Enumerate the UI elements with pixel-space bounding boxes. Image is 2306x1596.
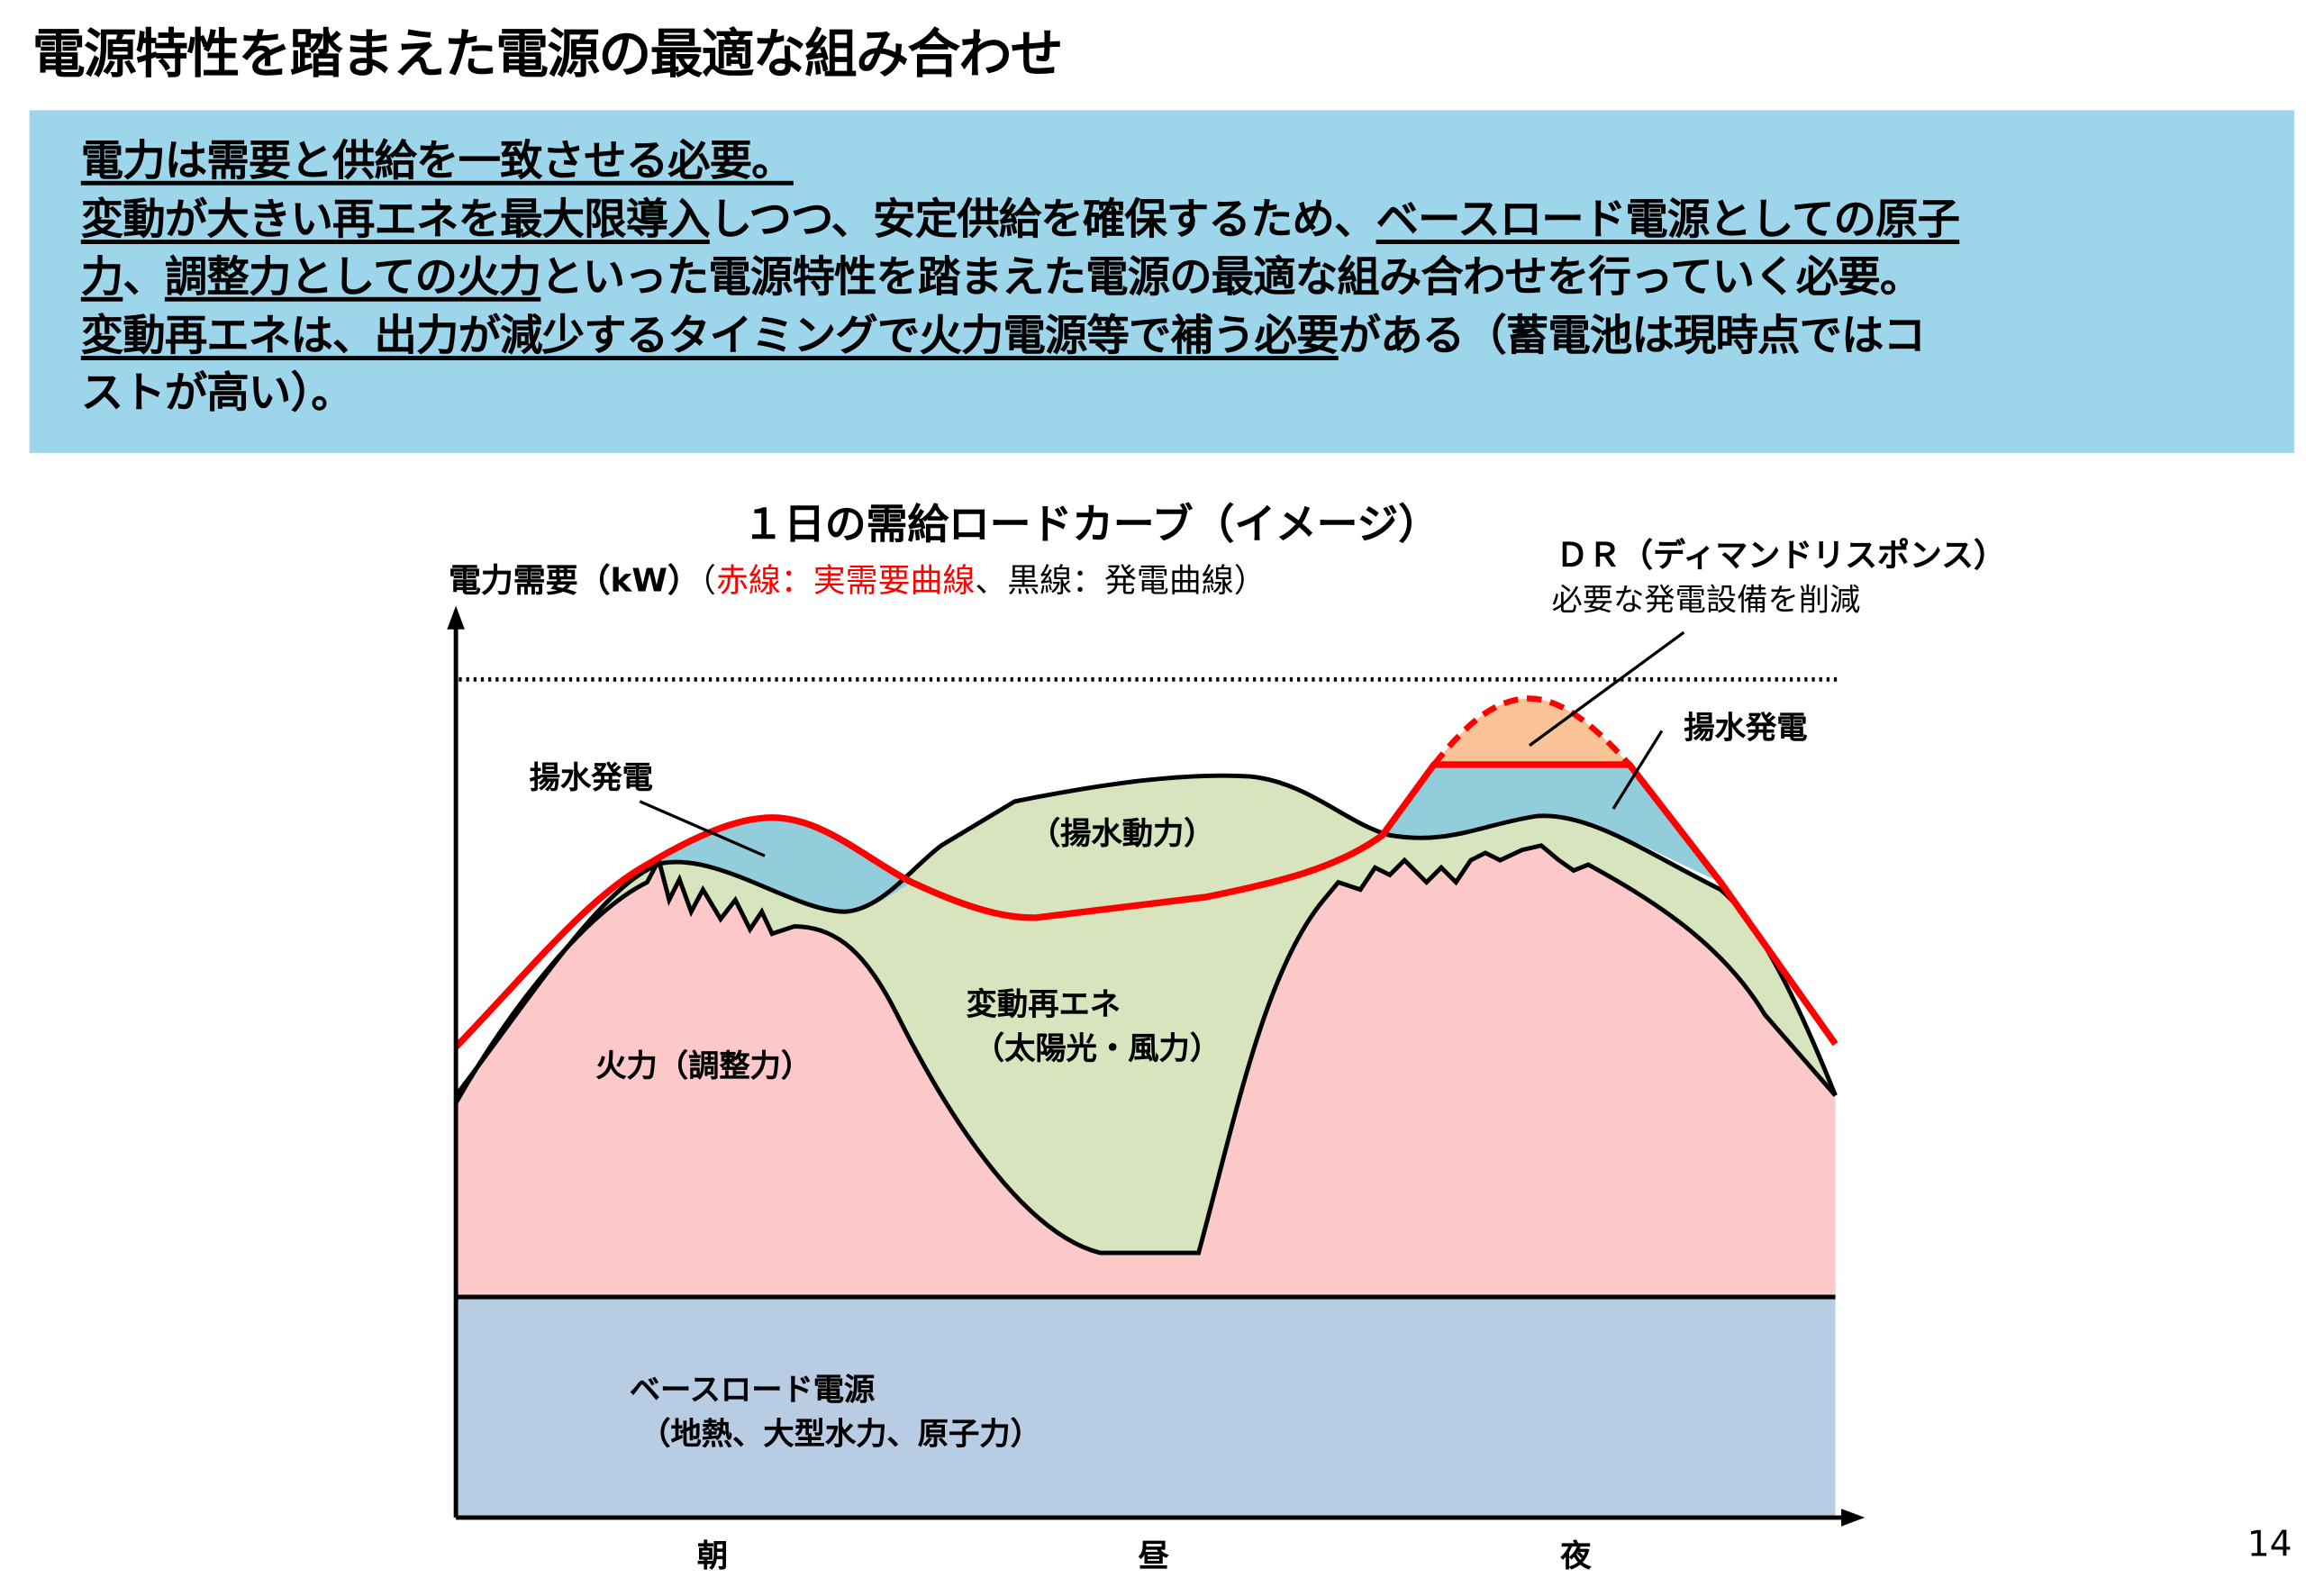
diagram-legend: 電力需要（kW）（赤線：実需要曲線、黒線：発電曲線） <box>449 555 1266 602</box>
summary-text: 電力は需要と供給を一致させる必要。 変動が大きい再エネを最大限導入しつつ、安定供… <box>80 132 1960 422</box>
summary-box: 電力は需要と供給を一致させる必要。 変動が大きい再エネを最大限導入しつつ、安定供… <box>29 110 2294 453</box>
thermal-generation-line <box>453 843 1838 1256</box>
summary-line3-d: といった電源特性を踏まえた電源の最適な組み合わせを行っていく必要。 <box>540 251 1922 302</box>
summary-line5: ストが高い）。 <box>80 367 354 418</box>
pumped-generation-label-right: 揚水発電 <box>1684 710 1808 746</box>
thermal-label: 火力（調整力） <box>595 1048 813 1084</box>
pumped-generation-area-left <box>647 817 912 912</box>
generation-curve-line <box>454 773 1838 1097</box>
pumped-right-leader-line <box>1611 730 1664 810</box>
demand-curve-line <box>453 761 1838 1049</box>
x-tick-night: 夜 <box>1560 1537 1592 1573</box>
baseload-label: ベースロード電源 <box>629 1372 876 1408</box>
summary-line1: 電力は需要と供給を一致させる必要。 <box>80 135 794 186</box>
x-axis-arrow-icon <box>1841 1509 1866 1527</box>
baseload-sub-label: （地熱、大型水力、原子力） <box>640 1416 1041 1452</box>
x-tick-noon: 昼 <box>1138 1537 1169 1573</box>
y-axis-arrow-icon <box>447 605 465 630</box>
legend-black: 、黒線：発電曲線） <box>975 563 1266 601</box>
pumped-left-leader-line <box>639 800 766 857</box>
page-title: 電源特性を踏まえた電源の最適な組み合わせ <box>32 24 1064 86</box>
legend-red: 赤線：実需要曲線 <box>715 563 976 601</box>
pumped-power-label: （揚水動力） <box>1029 816 1215 852</box>
renewables-sub-label: （太陽光・風力） <box>973 1030 1221 1066</box>
legend-open: （ <box>699 563 716 601</box>
summary-line2-a: 変動が大きい再エネを最大限導入 <box>80 193 711 244</box>
dr-dashed-curve <box>1431 695 1632 767</box>
dr-title: ＤＲ（ディマンドリスポンス） <box>1556 538 2006 576</box>
summary-line4-a: 変動再エネは、出力が減少するタイミングで火力電源等で補う必要 <box>80 309 1339 360</box>
dr-leader-line <box>1528 630 1685 748</box>
pumped-generation-area-right <box>1385 764 1721 883</box>
pumped-generation-label-left: 揚水発電 <box>529 760 653 796</box>
summary-line3-a: 力 <box>80 251 123 302</box>
y-axis-label: 電力需要（kW） <box>448 563 700 601</box>
baseload-area <box>456 1296 1836 1518</box>
summary-line3-c: 調整力としての火力 <box>164 251 541 302</box>
summary-line3-b: 、 <box>123 251 165 302</box>
summary-line4-b: がある（蓄電池は現時点ではコ <box>1338 309 1926 360</box>
dr-description: 必要な発電設備を削減 <box>1551 582 1861 618</box>
page-number: 14 <box>2247 1523 2292 1565</box>
summary-line2-b: しつつ、安定供給を確保するため、 <box>709 193 1377 244</box>
dr-area <box>1433 698 1630 765</box>
x-tick-morning: 朝 <box>696 1537 729 1573</box>
thermal-area <box>456 845 1836 1297</box>
summary-line2-c: ベースロード電源としての原子 <box>1375 193 1960 244</box>
renewables-label: 変動再エネ <box>966 986 1121 1022</box>
diagram-title: １日の需給ロードカーブ（イメージ） <box>742 500 1439 549</box>
